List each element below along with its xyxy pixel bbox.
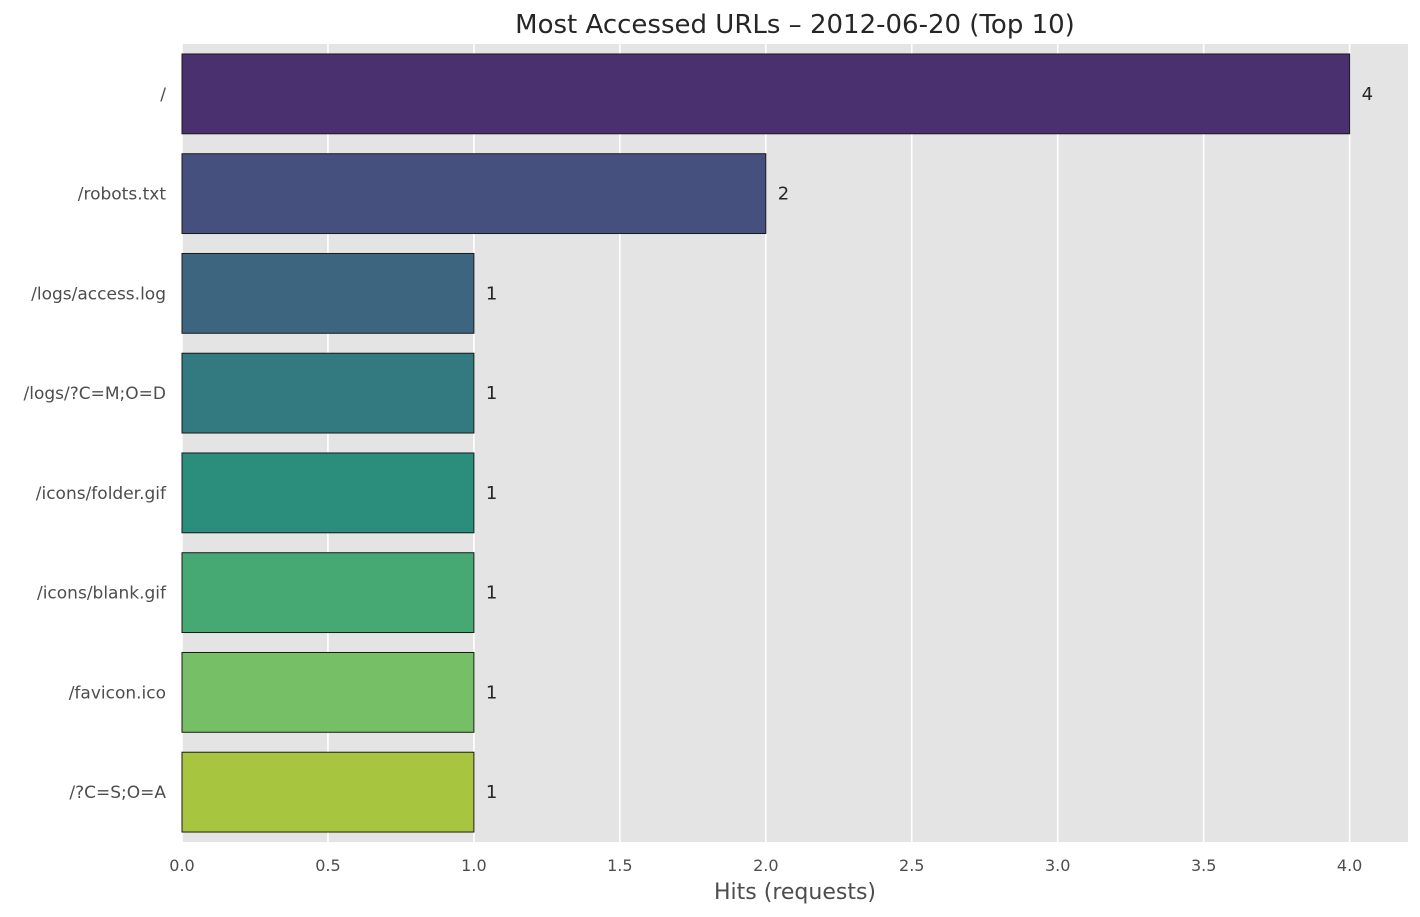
data-label: 1 <box>486 682 497 703</box>
y-tick-label: /favicon.ico <box>69 683 166 703</box>
bar <box>181 53 1351 135</box>
bars-group <box>181 53 1351 833</box>
bar <box>181 352 475 434</box>
y-tick-label: /icons/blank.gif <box>37 584 167 604</box>
y-tick-label: /?C=S;O=A <box>69 783 166 803</box>
y-tick-label: /robots.txt <box>78 185 167 205</box>
bar <box>181 153 767 235</box>
y-tick-label: /icons/folder.gif <box>36 484 167 504</box>
data-label: 1 <box>486 483 497 504</box>
x-tick-label: 4.0 <box>1337 856 1362 875</box>
y-tick-labels: / /robots.txt/logs/access.log/logs/?C=M;O… <box>24 85 167 803</box>
data-label: 2 <box>778 184 789 205</box>
x-tick-label: 3.5 <box>1191 856 1216 875</box>
chart-title: Most Accessed URLs – 2012-06-20 (Top 10) <box>515 10 1075 40</box>
data-labels: 4 2 1 1 1 1 1 1 <box>486 84 1373 803</box>
x-tick-label: 2.0 <box>753 856 778 875</box>
x-tick-label: 3.0 <box>1045 856 1070 875</box>
data-label: 1 <box>486 383 497 404</box>
bar <box>181 651 475 733</box>
data-label: 1 <box>486 283 497 304</box>
x-tick-label: 1.0 <box>461 856 486 875</box>
x-tick-label: 0.5 <box>315 856 340 875</box>
x-tick-label: 0.0 <box>169 856 194 875</box>
y-tick-label: /logs/access.log <box>31 284 166 304</box>
data-label: 4 <box>1362 84 1373 105</box>
y-tick-label: /logs/?C=M;O=D <box>24 384 166 404</box>
data-label: 1 <box>486 583 497 604</box>
data-label: 1 <box>486 782 497 803</box>
y-tick-label: / <box>160 85 166 105</box>
x-tick-label: 1.5 <box>607 856 632 875</box>
x-tick-label: 2.5 <box>899 856 924 875</box>
bar <box>181 552 475 634</box>
x-tick-labels: 0.0 0.5 1.0 1.5 2.0 2.5 3.0 3.5 4.0 <box>169 856 1362 875</box>
bar <box>181 452 475 534</box>
x-axis-label: Hits (requests) <box>714 880 876 905</box>
bar <box>181 252 475 334</box>
bar <box>181 751 475 833</box>
